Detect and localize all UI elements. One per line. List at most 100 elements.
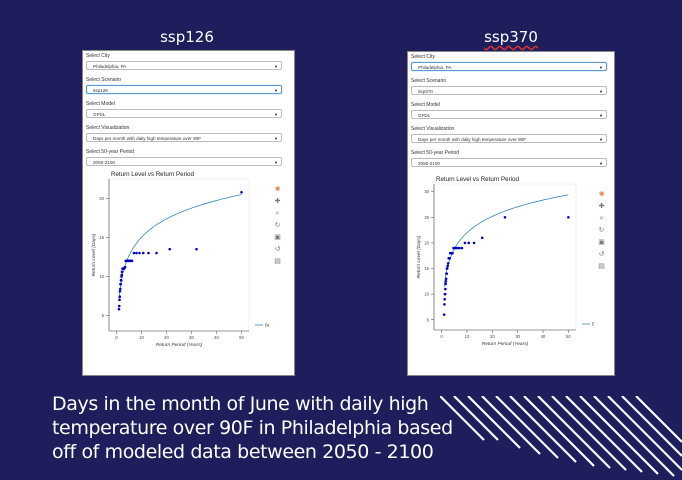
box-zoom-icon[interactable]: ⌕ — [275, 210, 280, 217]
control-select-value: Philadelphia, PA — [418, 65, 452, 70]
control-label: Select Scenario — [411, 78, 447, 84]
chart-title: Return Level vs Return Period — [111, 171, 194, 178]
reset-icon[interactable]: ↺ — [598, 251, 605, 258]
y-tick-label: 30 — [424, 189, 429, 194]
x-tick-label: 40 — [214, 335, 219, 340]
chevron-down-icon: ▼ — [274, 136, 278, 141]
plot-area — [433, 183, 577, 331]
y-axis-label: Return Level (Days) — [91, 233, 97, 276]
data-point — [446, 262, 450, 265]
data-point — [456, 246, 459, 250]
chevron-down-icon: ▼ — [274, 64, 278, 69]
pan-icon[interactable]: ✚ — [598, 203, 605, 210]
control-select-value: Days per month with daily high temperatu… — [93, 136, 202, 141]
y-tick-label: 10 — [424, 292, 429, 297]
control-select[interactable]: Days per month with daily high temperatu… — [411, 134, 607, 143]
data-point — [168, 247, 172, 251]
save-icon[interactable]: ▣ — [598, 239, 605, 246]
data-point — [141, 251, 145, 255]
pan-icon[interactable]: ✚ — [274, 198, 281, 205]
control-label: Select City — [86, 53, 110, 59]
caption-text: Days in the month of June with daily hig… — [52, 393, 453, 463]
data-point — [567, 215, 570, 219]
control-select[interactable]: Days per month with daily high temperatu… — [86, 133, 282, 142]
chevron-down-icon: ▼ — [599, 161, 603, 166]
x-tick-label: 30 — [189, 335, 194, 340]
data-point — [118, 287, 122, 291]
bokeh-logo-icon[interactable]: ❀ — [274, 186, 281, 193]
wheel-zoom-icon[interactable]: ↻ — [598, 227, 605, 234]
right-dashboard-panel: Select City Philadelphia, PA ▼ Select Scena… — [407, 51, 615, 376]
data-point — [118, 289, 122, 293]
chevron-down-icon: ▼ — [599, 65, 603, 70]
data-point — [480, 236, 484, 240]
control-select[interactable]: Philadelphia, PA ▼ — [86, 61, 282, 70]
control-label: Select Model — [86, 101, 115, 107]
save-icon[interactable]: ▣ — [274, 234, 281, 241]
wheel-zoom-icon[interactable]: ↻ — [274, 222, 281, 229]
control-select[interactable]: ssp370 ▼ — [411, 86, 607, 95]
data-point — [118, 298, 121, 302]
right-panel-heading: ssp370 — [484, 28, 538, 46]
chevron-down-icon: ▼ — [599, 113, 603, 118]
data-point — [451, 251, 454, 255]
reset-icon[interactable]: ↺ — [274, 246, 281, 253]
y-tick-label: 25 — [424, 215, 429, 220]
data-point — [472, 241, 476, 245]
data-point — [120, 270, 124, 274]
control-label: Select City — [411, 54, 435, 60]
x-tick-label: 50 — [239, 335, 244, 340]
bokeh-logo-icon[interactable]: ❀ — [598, 191, 605, 198]
chart-title: Return Level vs Return Period — [436, 176, 519, 183]
data-point — [117, 307, 121, 311]
legend-label: Best Fit Line — [592, 322, 594, 327]
x-tick-label: 0 — [440, 334, 443, 339]
data-point — [445, 272, 448, 275]
y-tick-label: 15 — [99, 235, 104, 240]
data-point — [135, 251, 138, 255]
data-point — [138, 251, 141, 255]
hover-icon[interactable]: ▤ — [274, 258, 281, 265]
data-point — [503, 215, 507, 219]
control-select-value: 2050-2100 — [93, 160, 115, 165]
y-axis-label: Return Level (Days) — [416, 235, 422, 278]
x-tick-label: 0 — [115, 335, 118, 340]
control-select-value: Days per month with daily high temperatu… — [418, 137, 527, 142]
chevron-down-icon: ▼ — [274, 160, 278, 165]
data-point — [443, 303, 446, 306]
control-select-value: GFDL — [93, 112, 106, 117]
box-zoom-icon[interactable]: ⌕ — [599, 215, 604, 222]
data-point — [448, 256, 452, 260]
x-tick-label: 10 — [139, 335, 144, 340]
y-tick-label: 20 — [99, 196, 104, 201]
y-tick-label: 5 — [102, 313, 105, 318]
data-point — [444, 282, 447, 286]
data-point — [467, 241, 471, 245]
data-point — [147, 251, 150, 255]
control-select[interactable]: 2050-2100 ▼ — [411, 158, 607, 167]
data-point — [132, 251, 136, 255]
control-select[interactable]: GFDL ▼ — [411, 110, 607, 119]
data-point — [445, 267, 449, 270]
chevron-down-icon: ▼ — [599, 89, 603, 94]
control-select[interactable]: 2050-2100 ▼ — [86, 157, 282, 166]
data-point — [120, 273, 124, 277]
x-axis-label: Return Period (Years) — [156, 342, 203, 348]
data-point — [240, 190, 243, 194]
control-label: Select 50-year Period — [411, 150, 460, 156]
data-point — [444, 280, 448, 283]
plot-area — [108, 178, 250, 332]
control-select-value: GFDL — [418, 113, 431, 118]
data-point — [195, 247, 198, 251]
control-label: Select 50-year Period — [86, 149, 135, 155]
control-select[interactable]: Philadelphia, PA ▼ — [411, 62, 607, 71]
data-point — [446, 264, 449, 268]
data-point — [463, 241, 467, 245]
chevron-down-icon: ▼ — [599, 137, 603, 142]
hover-icon[interactable]: ▤ — [598, 263, 605, 270]
legend-label: Best Fit Line — [265, 323, 269, 328]
control-select[interactable]: ssp126 ▼ — [86, 85, 282, 94]
chevron-down-icon: ▼ — [274, 112, 278, 117]
x-tick-label: 20 — [490, 334, 495, 339]
control-select[interactable]: GFDL ▼ — [86, 109, 282, 118]
